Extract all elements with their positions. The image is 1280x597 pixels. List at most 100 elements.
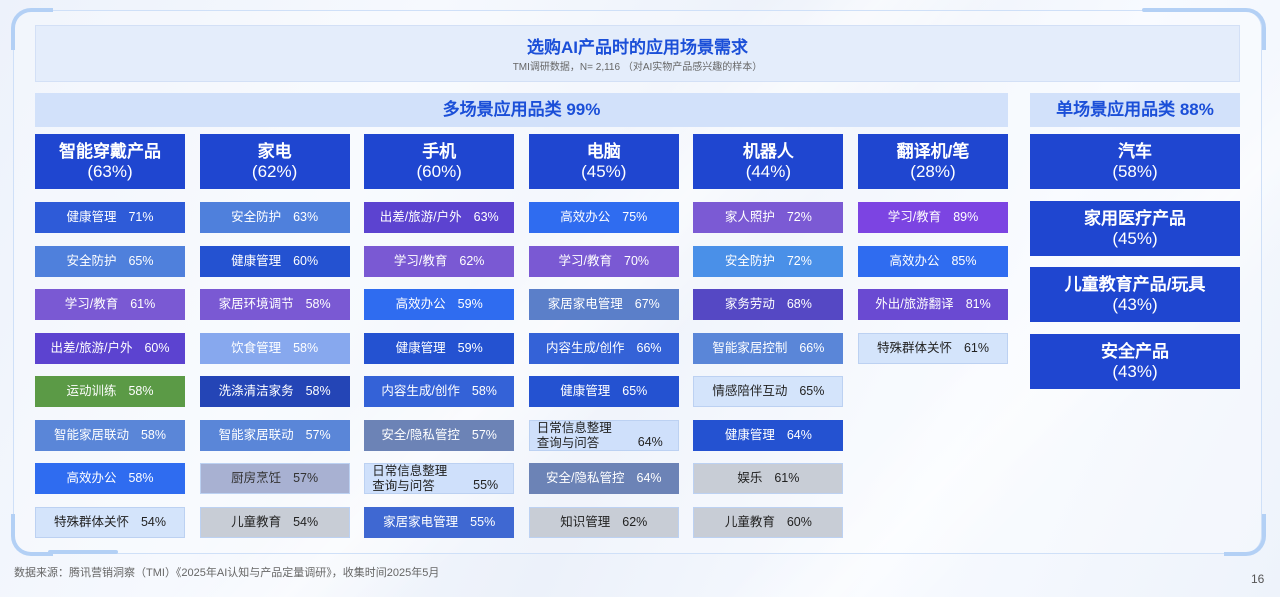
scenario-tile: 儿童教育 60% (693, 506, 844, 538)
scenario-label: 特殊群体关怀 (876, 340, 952, 355)
category-name: 智能穿戴产品 (59, 142, 161, 161)
scenario-tile: 内容生成/创作 58% (364, 376, 515, 407)
scenario-tile: 家居家电管理 67% (528, 289, 679, 320)
scenario-share: 68% (786, 297, 812, 311)
scenario-tile: 安全防护 65% (35, 245, 185, 277)
single-category-share: (45%) (1112, 228, 1158, 248)
scenario-share: 58% (128, 471, 154, 485)
scenario-tile: 内容生成/创作 66% (528, 332, 679, 364)
category-header: 手机 (60%) (364, 134, 515, 189)
page-number: 16 (1251, 572, 1265, 586)
scenario-share: 58% (471, 384, 497, 398)
scenario-label: 外出/旅游翻译 (875, 297, 954, 311)
scenario-label: 内容生成/创作 (546, 340, 625, 355)
single-category-name: 儿童教育产品/玩具 (1064, 275, 1206, 294)
category-header: 家电 (62%) (199, 134, 350, 189)
scenario-tile: 日常信息整理 查询与问答 55% (364, 463, 515, 494)
single-scenario-header: 单场景应用品类 88% (1030, 93, 1240, 127)
scenario-share: 60% (786, 514, 812, 529)
scenario-share: 59% (457, 297, 483, 311)
scenario-label: 情感陪伴互动 (712, 384, 788, 398)
data-source-note: 数据来源：腾讯营销洞察（TMI）《2025年AI认知与产品定量调研》，收集时间2… (14, 567, 440, 579)
scenario-label: 洗涤清洁家务 (218, 384, 294, 398)
scenario-share: 71% (128, 210, 154, 224)
scenario-tile: 情感陪伴互动 65% (693, 376, 844, 407)
scenario-share: 75% (622, 210, 648, 224)
scenario-share: 65% (622, 384, 648, 398)
scenario-tile: 智能家居联动 58% (35, 419, 185, 451)
scenario-label: 高效办公 (395, 297, 446, 311)
scenario-share: 61% (774, 471, 800, 485)
frame-accent-top (1142, 8, 1234, 12)
scenario-label: 学习/教育 (393, 253, 448, 268)
category-header: 翻译机/笔 (28%) (857, 134, 1008, 189)
scenario-tile: 健康管理 64% (693, 419, 844, 451)
scenario-label: 安全/隐私管控 (381, 427, 460, 442)
category-name: 机器人 (742, 142, 794, 161)
scenario-tile: 智能家居联动 57% (199, 419, 350, 451)
scenario-label: 厨房烹饪 (231, 471, 282, 485)
scenario-share: 67% (634, 297, 660, 311)
scenario-tile: 安全/隐私管控 57% (364, 419, 515, 451)
scenario-label: 家人照护 (724, 210, 775, 224)
scenario-share: 63% (293, 210, 319, 224)
scenario-tile: 学习/教育 61% (35, 289, 185, 320)
scenario-tile: 安全/隐私管控 64% (528, 463, 679, 494)
scenario-share: 58% (128, 384, 154, 398)
scenario-label: 日常信息整理 查询与问答 (372, 464, 448, 493)
frame-corner-top-left (11, 8, 53, 50)
scenario-label: 健康管理 (560, 384, 611, 398)
scenario-share: 55% (470, 514, 496, 529)
frame-corner-bottom-left (11, 514, 53, 556)
scenario-label: 儿童教育 (231, 514, 282, 529)
scenario-label: 智能家居联动 (53, 427, 129, 442)
category-share: (63%) (87, 162, 133, 181)
scenario-share: 72% (786, 253, 812, 268)
scenario-tile: 健康管理 60% (199, 245, 350, 277)
scenario-tile: 高效办公 85% (857, 245, 1008, 277)
scenario-label: 健康管理 (66, 210, 117, 224)
category-share: (62%) (251, 162, 298, 181)
scenario-tile: 厨房烹饪 57% (199, 463, 350, 494)
scenario-tile: 高效办公 75% (528, 202, 679, 233)
scenario-share: 62% (622, 514, 648, 529)
scenario-label: 健康管理 (231, 253, 282, 268)
scenario-tile: 健康管理 65% (528, 376, 679, 407)
scenario-tile: 高效办公 58% (35, 463, 185, 494)
scenario-share: 55% (473, 478, 499, 492)
frame-corner-top-right (1224, 8, 1266, 50)
scenario-tile: 特殊群体关怀 54% (35, 506, 185, 538)
category-name: 手机 (422, 142, 457, 161)
single-category-card: 汽车 (58%) (1030, 134, 1240, 189)
scenario-label: 高效办公 (66, 471, 117, 485)
title-box: 选购AI产品时的应用场景需求 TMI调研数据，N= 2,116 （对AI实物产品… (35, 25, 1240, 82)
scenario-tile: 学习/教育 70% (528, 245, 679, 277)
scenario-label: 学习/教育 (64, 297, 119, 311)
scenario-share: 61% (963, 340, 989, 355)
scenario-tile: 知识管理 62% (528, 506, 679, 538)
scenario-tile: 娱乐 61% (693, 463, 844, 494)
scenario-share: 58% (305, 384, 331, 398)
scenario-share: 62% (459, 253, 485, 268)
scenario-tile: 家务劳动 68% (693, 289, 844, 320)
scenario-tile: 儿童教育 54% (199, 506, 350, 538)
scenario-share: 89% (953, 210, 979, 224)
single-category-share: (58%) (1112, 162, 1158, 181)
scenario-label: 家务劳动 (724, 297, 775, 311)
scenario-tile: 学习/教育 62% (364, 245, 515, 277)
scenario-label: 学习/教育 (558, 253, 612, 268)
scenario-label: 娱乐 (737, 471, 763, 485)
scenario-tile: 家居家电管理 55% (364, 506, 515, 538)
scenario-tile: 饮食管理 58% (199, 332, 350, 364)
category-column: 家电 (62%) 安全防护 63% 健康管理 60% 家居环境调节 58% 饮食管理 58% 洗涤清… (199, 134, 350, 550)
scenario-tile: 安全防护 72% (693, 245, 844, 277)
single-category-name: 汽车 (1118, 142, 1152, 161)
scenario-label: 出差/旅游/户外 (50, 340, 133, 355)
category-name: 家电 (257, 142, 292, 161)
category-column: 电脑 (45%) 高效办公 75% 学习/教育 70% 家居家电管理 67% 内容生成/创作 66… (528, 134, 679, 550)
scenario-share: 85% (951, 253, 977, 268)
category-column: 手机 (60%) 出差/旅游/户外 63% 学习/教育 62% 高效办公 59% 健康管理 59%… (364, 134, 515, 550)
scenario-label: 学习/教育 (887, 210, 942, 224)
scenario-share: 60% (144, 340, 170, 355)
scenario-tile: 高效办公 59% (364, 289, 515, 320)
